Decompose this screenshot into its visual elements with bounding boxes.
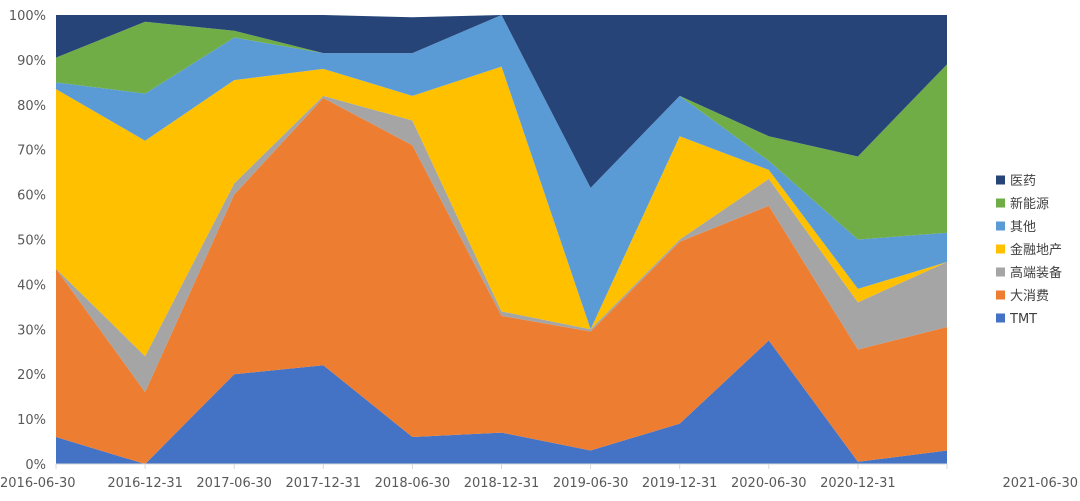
x-tick-label: 2019-06-30 — [553, 476, 629, 491]
y-tick-label: 100% — [9, 9, 46, 24]
x-tick-label: 2018-06-30 — [375, 476, 451, 491]
x-tick-label: 2016-12-31 — [107, 476, 183, 491]
area-series-6 — [56, 15, 947, 188]
legend-swatch — [996, 244, 1005, 254]
legend-swatch — [996, 313, 1005, 323]
legend-label: 大消费 — [1010, 289, 1049, 304]
y-tick-label: 20% — [17, 368, 46, 383]
y-tick-label: 10% — [17, 413, 46, 428]
x-tick-label: 2017-06-30 — [196, 476, 272, 491]
y-axis-tick-labels: 0% 10% 20% 30% 40% 50% 60% 70% 80% 90% 100% — [9, 9, 46, 473]
x-tick-label: 2019-12-31 — [642, 476, 718, 491]
area-series-3 — [56, 66, 947, 357]
axes-group — [55, 463, 948, 469]
x-axis-tick-labels: 2016-06-30 2016-12-31 2017-06-30 2017-12-31… — [0, 476, 1078, 491]
legend-swatch — [996, 267, 1005, 277]
x-tick-label: 2016-06-30 — [0, 476, 76, 491]
y-tick-label: 50% — [17, 234, 46, 249]
area-series-group — [56, 15, 947, 464]
legend-label: 金融地产 — [1010, 242, 1062, 258]
legend-label: 高端装备 — [1010, 265, 1062, 281]
legend-label: TMT — [1009, 312, 1037, 327]
y-tick-label: 80% — [17, 99, 46, 114]
x-tick-label: 2021-06-30 — [1002, 476, 1078, 491]
x-tick-label: 2020-06-30 — [731, 476, 807, 491]
y-tick-label: 60% — [17, 189, 46, 204]
legend-label: 新能源 — [1010, 196, 1049, 212]
legend-label: 其他 — [1010, 220, 1036, 235]
x-tick-label: 2017-12-31 — [286, 476, 362, 491]
legend-swatch — [996, 221, 1005, 231]
legend-label: 医药 — [1010, 174, 1036, 189]
x-tick-label: 2020-12-31 — [820, 476, 896, 491]
legend-swatch — [996, 175, 1005, 185]
x-tick-label: 2018-12-31 — [464, 476, 540, 491]
area-series-1 — [56, 98, 947, 464]
legend-swatch — [996, 198, 1005, 208]
area-series-5 — [56, 15, 947, 240]
y-tick-label: 70% — [17, 144, 46, 159]
legend-swatch — [996, 290, 1005, 300]
y-tick-label: 30% — [17, 323, 46, 338]
y-tick-label: 0% — [25, 458, 46, 473]
area-series-0 — [56, 340, 947, 464]
y-tick-label: 90% — [17, 54, 46, 69]
area-series-2 — [56, 95, 947, 393]
y-tick-label: 40% — [17, 278, 46, 293]
